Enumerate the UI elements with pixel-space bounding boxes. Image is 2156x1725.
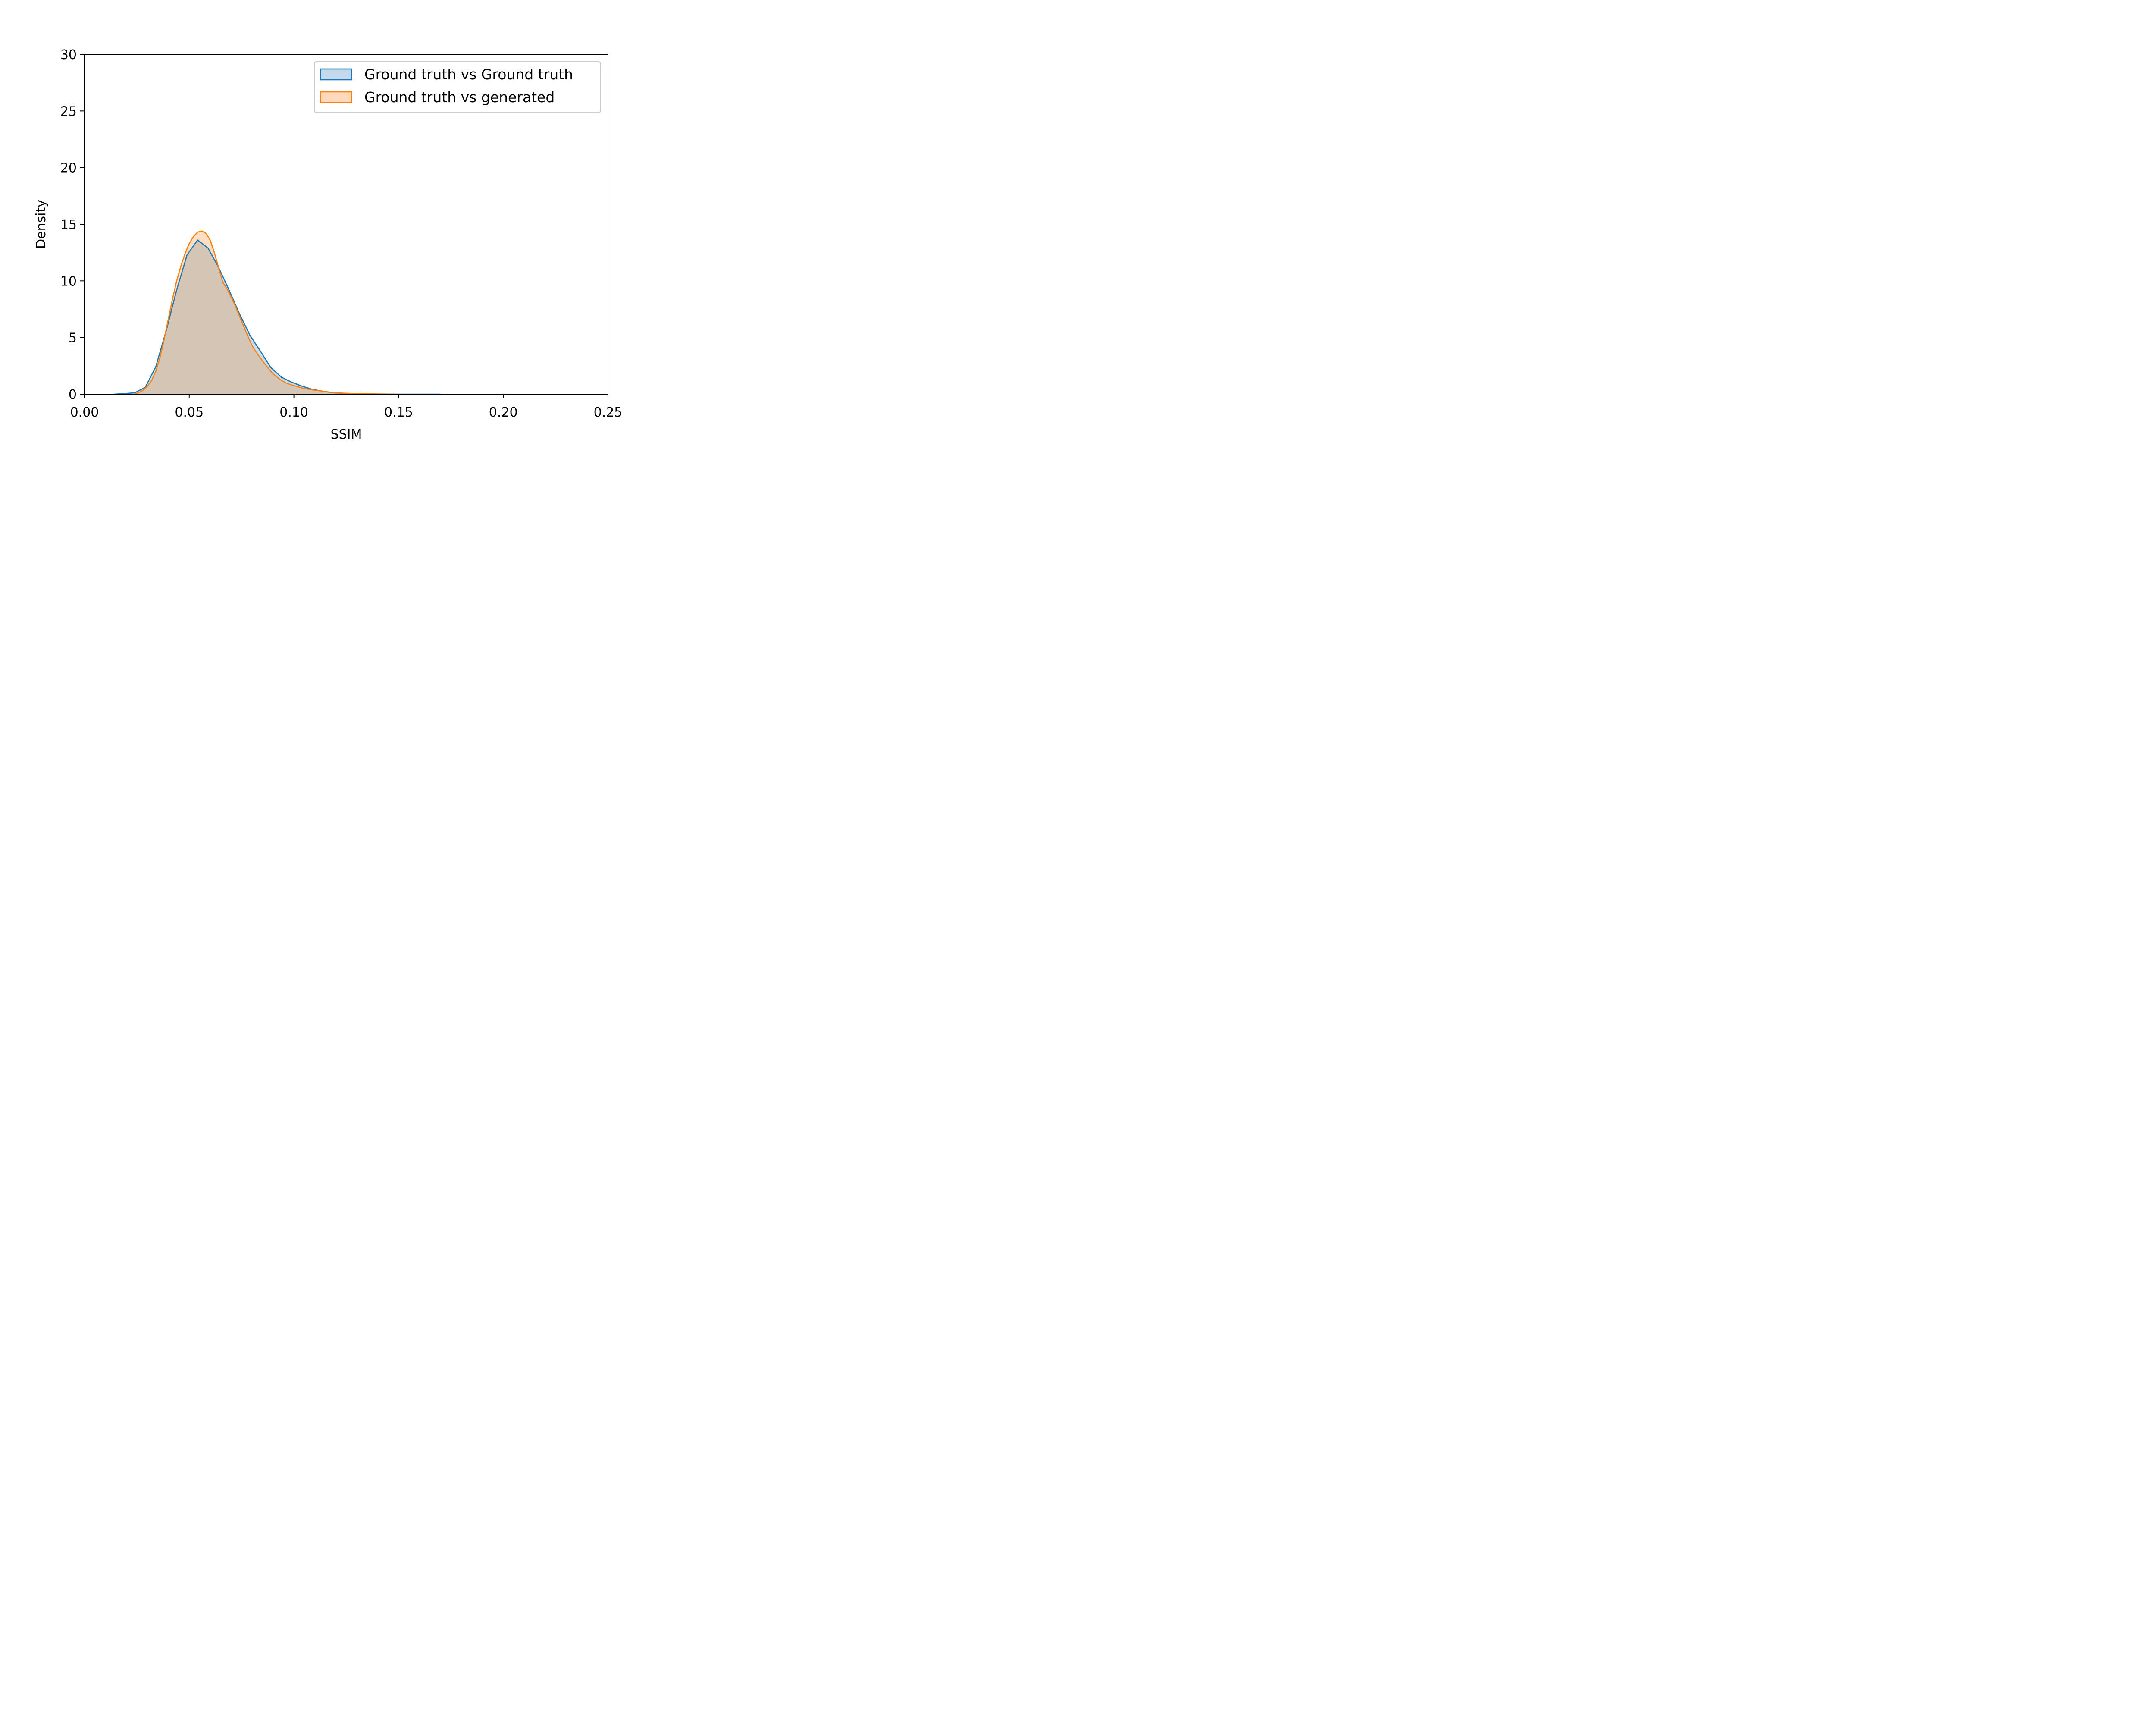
x-tick-label: 0.10 xyxy=(279,405,308,420)
y-tick-label: 15 xyxy=(60,217,77,232)
y-tick-label: 20 xyxy=(60,161,77,176)
legend-frame xyxy=(314,61,601,113)
series-layer xyxy=(113,230,441,395)
series-area-2 xyxy=(135,231,399,394)
y-tick-label: 0 xyxy=(69,387,77,402)
y-tick-label: 30 xyxy=(60,47,77,63)
x-tick-label: 0.05 xyxy=(175,405,204,420)
y-tick-label: 5 xyxy=(69,331,77,346)
legend-label-1: Ground truth vs Ground truth xyxy=(364,66,573,83)
y-axis-label: Density xyxy=(34,200,49,249)
x-tick-label: 0.20 xyxy=(489,405,518,420)
y-tick-label: 10 xyxy=(60,274,77,289)
x-axis: 0.00 0.05 0.10 0.15 0.20 0.25 xyxy=(70,394,623,420)
x-tick-label: 0.00 xyxy=(70,405,99,420)
legend: Ground truth vs Ground truth Ground truth… xyxy=(314,61,601,113)
legend-items: Ground truth vs Ground truth Ground truth… xyxy=(320,66,573,106)
x-axis-label: SSIM xyxy=(331,427,362,442)
legend-swatch-2 xyxy=(320,91,352,104)
x-tick-label: 0.25 xyxy=(594,405,623,420)
y-tick-label: 25 xyxy=(60,104,77,119)
series-line-2 xyxy=(135,230,399,395)
series-area-1 xyxy=(114,240,441,394)
x-tick-label: 0.15 xyxy=(384,405,413,420)
legend-label-2: Ground truth vs generated xyxy=(364,89,555,106)
legend-swatch-1 xyxy=(320,68,352,81)
density-chart: 0.00 0.05 0.10 0.15 0.20 0.25 0 5 10 15 20 25 30 SS… xyxy=(34,47,623,442)
y-axis: 0 5 10 15 20 25 30 xyxy=(60,47,85,402)
